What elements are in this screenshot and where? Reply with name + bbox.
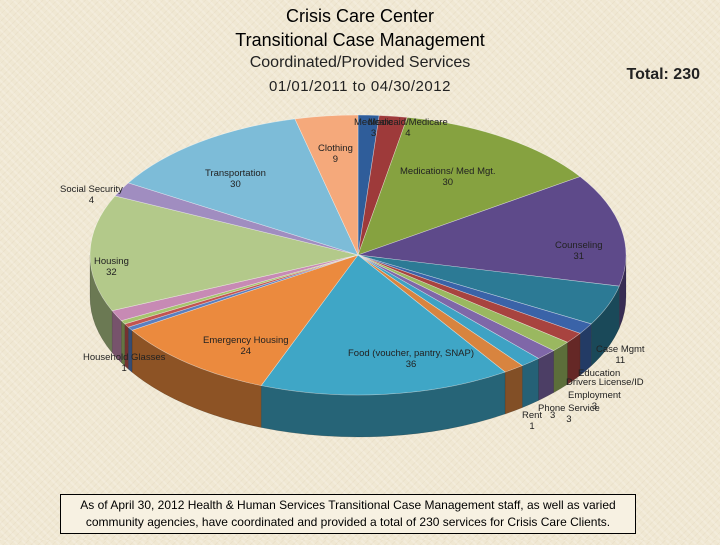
slice-label-value: 36 <box>405 359 417 370</box>
footnote-box: As of April 30, 2012 Health & Human Serv… <box>60 494 636 534</box>
slice-label-text: Housing <box>94 256 129 267</box>
slice-label-1: Medicaid/Medicare 4 <box>368 117 448 139</box>
pie-slice-20 <box>294 114 359 256</box>
slice-label-10: Food (voucher, pantry, SNAP) 36 <box>348 348 474 370</box>
pie-side-8 <box>538 350 554 401</box>
slice-label-13: 3 <box>550 410 555 421</box>
slice-label-text: Counseling <box>555 240 603 251</box>
slice-label-value: 11 <box>615 355 626 366</box>
pie-slice-2 <box>357 117 581 256</box>
slice-label-value: 32 <box>106 267 117 278</box>
slice-label-text: Medicare <box>354 117 394 128</box>
slice-label-17: Clothing 9 <box>318 143 353 165</box>
slice-label-value: 9 <box>332 154 339 165</box>
slice-label-text: Emergency Housing <box>203 335 289 346</box>
pie-slice-11 <box>260 254 506 396</box>
slice-label-15: Social Security 4 <box>60 184 123 206</box>
slice-label-value: 4 <box>88 195 95 206</box>
slice-label-text: Social Security <box>60 184 123 195</box>
slice-label-text: Food (voucher, pantry, SNAP) <box>348 348 475 359</box>
slice-label-text: Household Glasses <box>83 352 166 363</box>
pie-sides <box>89 254 627 438</box>
slice-label-6: Drivers License/ID <box>566 377 644 388</box>
slice-label-9: Rent 1 <box>522 410 542 432</box>
pie-side-10 <box>504 365 523 415</box>
pie-slice-19 <box>127 118 359 256</box>
slice-label-value: 24 <box>240 346 252 357</box>
slice-label-text: Employment <box>568 390 621 401</box>
slice-label-value: 30 <box>230 179 241 190</box>
pie-slice-12 <box>131 254 359 386</box>
slice-label-3: Counseling 31 <box>555 240 603 262</box>
slice-label-0: Medicare 3 <box>354 117 393 139</box>
slice-label-text: Case Mgmt <box>596 344 645 355</box>
slice-label-4: Case Mgmt 11 <box>596 344 645 366</box>
slice-label-value: 3 <box>550 410 556 421</box>
page-title-line1: Crisis Care Center <box>285 6 435 26</box>
slice-label-value: 3 <box>370 128 377 139</box>
total-label: Total: 230 <box>626 66 701 83</box>
pie-tops <box>89 114 627 396</box>
slice-label-value: 30 <box>442 177 454 188</box>
slice-label-2: Medications/ Med Mgt. 30 <box>400 166 496 188</box>
chart-subtitle: Coordinated/Provided Services <box>249 54 471 71</box>
slice-label-value: 3 <box>591 401 598 412</box>
slice-label-text: Rent <box>522 410 543 421</box>
slice-label-text: Transportation <box>205 168 266 179</box>
slice-label-value: 31 <box>573 251 585 262</box>
slice-label-16: Transportation 30 <box>205 168 266 190</box>
pie-side-9 <box>522 358 539 408</box>
slice-label-text: Drivers License/ID <box>566 377 644 388</box>
page-title-line2: Transitional Case Management <box>235 30 485 50</box>
slice-label-value: 3 <box>566 414 572 425</box>
slice-label-7: Employment 3 <box>568 390 621 412</box>
slice-label-text: Medicaid/Medicare <box>368 117 448 128</box>
slice-label-value: 1 <box>529 421 535 432</box>
slice-label-text: Education <box>578 368 621 379</box>
slice-label-11: Emergency Housing 24 <box>203 335 289 357</box>
pie-slice-17 <box>89 195 359 312</box>
pie-slice-3 <box>357 176 627 287</box>
slice-label-value: 4 <box>405 128 411 139</box>
slice-label-5: Education <box>578 368 620 379</box>
slice-label-text: Phone Service <box>538 403 600 414</box>
slice-label-12: Household Glasses 1 <box>83 352 165 374</box>
slice-label-14: Housing 32 <box>94 256 129 278</box>
slice-label-8: Phone Service 3 <box>538 403 600 425</box>
date-range: 01/01/2011 to 04/30/2012 <box>269 78 451 95</box>
slice-label-text: Medications/ Med Mgt. <box>400 166 496 177</box>
slice-label-value: 1 <box>121 363 127 374</box>
slice-label-text: Clothing <box>318 143 353 154</box>
